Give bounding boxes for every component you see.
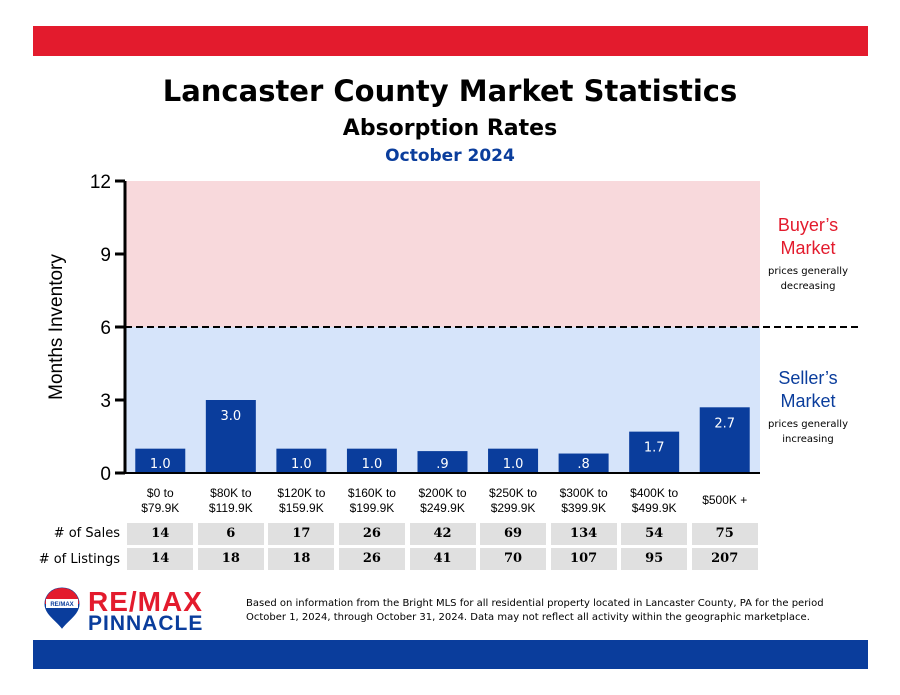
x-tick-label-7-0: $400K to [630,486,678,500]
bar-8 [699,407,750,473]
buyer-note-1: prices generally [768,266,848,277]
y-tick-label-3: 9 [100,245,111,266]
listings-cell-7: 95 [621,548,688,570]
bar-5 [488,448,539,473]
buyer-zone [125,181,760,327]
sales-cell-3: 26 [338,523,405,545]
footnote: Based on information from the Bright MLS… [246,597,846,625]
x-tick-label-6-0: $300K to [560,486,608,500]
listings-cell-3: 26 [338,548,405,570]
y-tick-label-2: 6 [100,318,111,339]
sales-cell-7: 54 [621,523,688,545]
sales-cell-8: 75 [691,523,758,545]
x-tick-label-5-0: $250K to [489,486,537,500]
footnote-line-2: October 1, 2024, through October 31, 202… [246,612,810,623]
x-tick-label-7-1: $499.9K [632,501,677,515]
sales-cell-6: 134 [550,523,617,545]
remax-logo-text: RE/MAX [88,586,203,617]
seller-market-label-1: Seller’s [778,368,837,388]
bar-value-label-1: 3.0 [220,409,241,424]
listings-cell-5: 70 [480,548,547,570]
listings-cell-0: 14 [127,548,194,570]
bar-4 [417,451,468,473]
seller-market-label-2: Market [780,391,835,411]
sales-cell-5: 69 [480,523,547,545]
listings-cell-1: 18 [197,548,264,570]
bar-value-label-7: 1.7 [644,441,665,456]
period-label: October 2024 [385,146,515,166]
y-tick-label-1: 3 [100,391,111,412]
bar-value-label-4: .9 [436,457,448,472]
pinnacle-logo-text: PINNACLE [88,612,204,635]
bottom-blue-band [33,640,868,669]
x-tick-label-5-1: $299.9K [491,501,536,515]
sales-cell-4: 42 [409,523,476,545]
bar-6 [558,453,609,473]
bar-value-label-8: 2.7 [714,416,735,431]
x-tick-label-4-0: $200K to [418,486,466,500]
listings-cell-2: 18 [268,548,335,570]
footnote-line-1: Based on information from the Bright MLS… [246,598,824,609]
bar-3 [346,448,397,473]
x-tick-label-1-1: $119.9K [209,501,253,515]
listings-cell-6: 107 [550,548,617,570]
bar-value-label-5: 1.0 [503,457,524,472]
sales-row-label: # of Sales [53,526,120,541]
bar-2 [276,448,327,473]
y-tick-label-0: 0 [100,464,111,485]
bar-value-label-3: 1.0 [362,457,383,472]
x-tick-label-1-0: $80K to [210,486,252,500]
seller-note-2: increasing [782,434,833,445]
listings-cell-4: 41 [409,548,476,570]
buyer-market-label-1: Buyer’s [778,215,838,235]
absorption-chart: 1.0 $0 to$79.9K 3.0 $80K to$119.9K 1.0 $120K … [46,172,858,515]
x-tick-label-0-0: $0 to [147,486,174,500]
sales-cell-0: 14 [127,523,194,545]
buyer-market-label-2: Market [780,238,835,258]
page-title: Lancaster County Market Statistics [162,74,738,108]
x-tick-label-0-1: $79.9K [141,501,179,515]
sales-cell-2: 17 [268,523,335,545]
x-tick-label-4-1: $249.9K [420,501,465,515]
x-tick-label-6-1: $399.9K [561,501,606,515]
x-tick-label-2-0: $120K to [277,486,325,500]
bar-0 [135,448,186,473]
y-axis-label: Months Inventory [46,254,67,400]
balloon-text: RE/MAX [50,602,73,608]
listings-cell-8: 207 [691,548,758,570]
x-tick-label-3-0: $160K to [348,486,396,500]
bar-value-label-2: 1.0 [291,457,312,472]
seller-note-1: prices generally [768,419,848,430]
y-tick-label-4: 12 [90,172,111,193]
listings-row-label: # of Listings [38,552,120,567]
x-tick-label-8: $500K + [702,493,747,507]
bar-value-label-0: 1.0 [150,457,171,472]
bar-7 [629,431,680,473]
sales-cell-1: 6 [197,523,264,545]
x-tick-label-2-1: $159.9K [279,501,324,515]
balloon-logo-icon: RE/MAX [44,587,80,629]
bar-1 [205,400,256,473]
buyer-note-2: decreasing [781,281,836,292]
page-subtitle: Absorption Rates [342,116,558,141]
x-tick-label-3-1: $199.9K [350,501,395,515]
bar-value-label-6: .8 [577,457,589,472]
top-red-band [33,26,868,56]
